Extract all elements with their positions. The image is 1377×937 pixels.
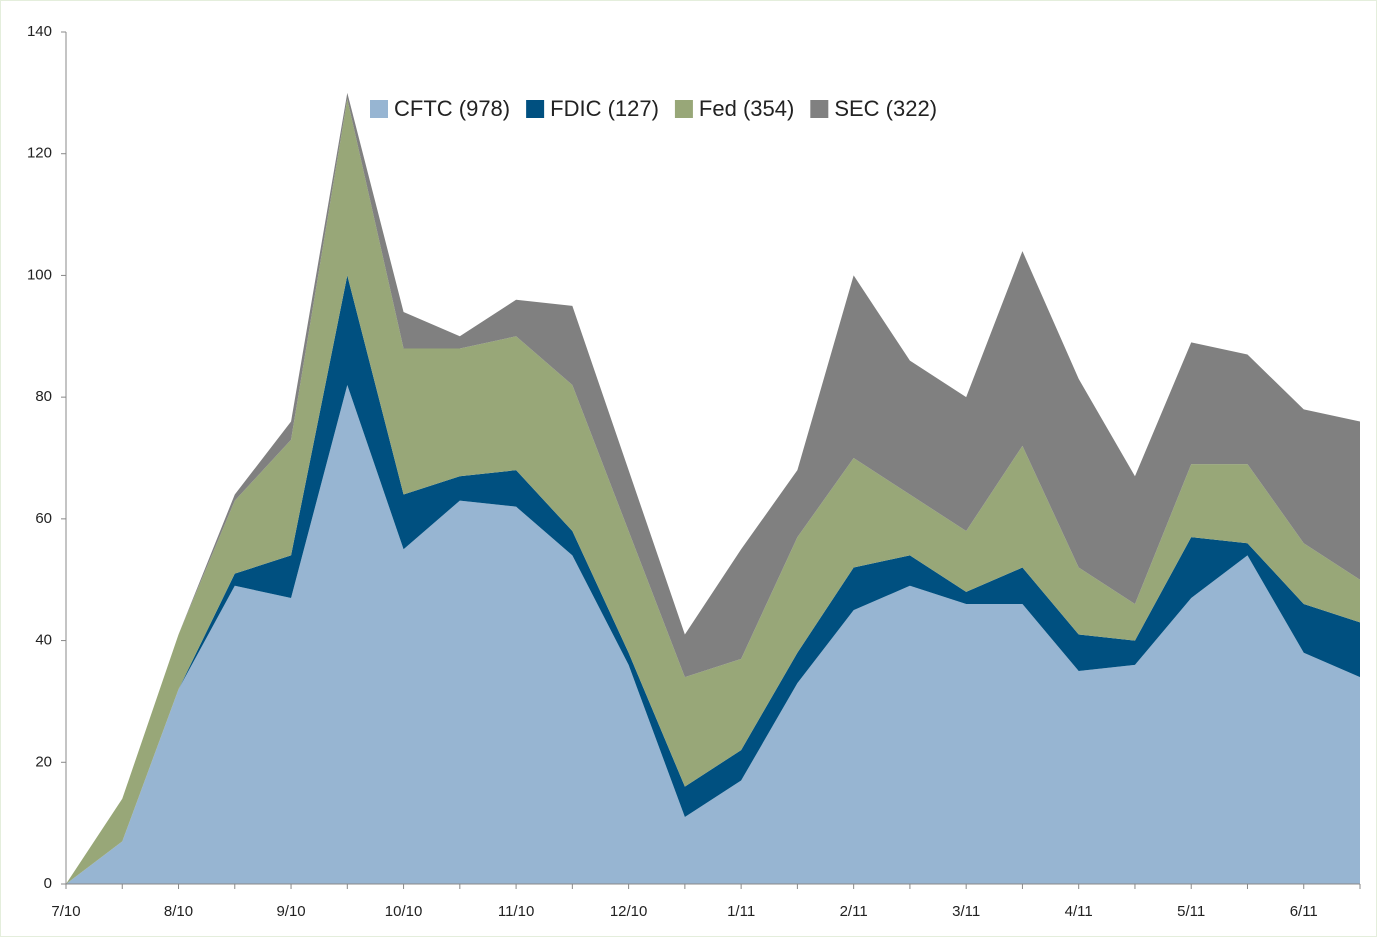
legend-label: Fed (354) <box>699 96 794 121</box>
area <box>66 98 1360 884</box>
y-tick-label: 140 <box>27 23 52 40</box>
x-tick-label: 1/11 <box>727 903 755 920</box>
x-tick-label: 11/10 <box>498 903 534 920</box>
legend-label: FDIC (127) <box>550 96 659 121</box>
x-tick-label: 8/10 <box>164 903 193 920</box>
y-tick-label: 20 <box>35 753 52 770</box>
x-tick-label: 4/11 <box>1065 903 1093 920</box>
legend-swatch <box>674 100 693 118</box>
y-tick-label: 100 <box>27 266 52 283</box>
y-tick-label: 80 <box>35 388 52 405</box>
x-tick-label: 10/10 <box>385 903 423 920</box>
x-tick-label: 12/10 <box>610 903 648 920</box>
legend-label: SEC (322) <box>834 96 937 121</box>
x-tick-label: 2/11 <box>840 903 868 920</box>
x-tick-label: 5/11 <box>1177 903 1205 920</box>
y-tick-label: 0 <box>44 875 52 892</box>
x-tick-label: 7/10 <box>51 903 80 920</box>
y-tick-label: 120 <box>27 145 52 162</box>
legend-swatch <box>370 100 388 118</box>
x-tick-label: 9/10 <box>276 903 305 920</box>
legend-swatch <box>526 100 545 118</box>
y-tick-label: 60 <box>35 510 52 527</box>
area <box>66 92 1360 885</box>
y-tick-label: 40 <box>35 632 52 649</box>
legend-swatch <box>810 100 829 118</box>
x-tick-label: 3/11 <box>952 903 980 920</box>
legend-label: CFTC (978) <box>394 96 510 121</box>
area <box>66 384 1360 884</box>
x-tick-label: 6/11 <box>1290 903 1318 920</box>
